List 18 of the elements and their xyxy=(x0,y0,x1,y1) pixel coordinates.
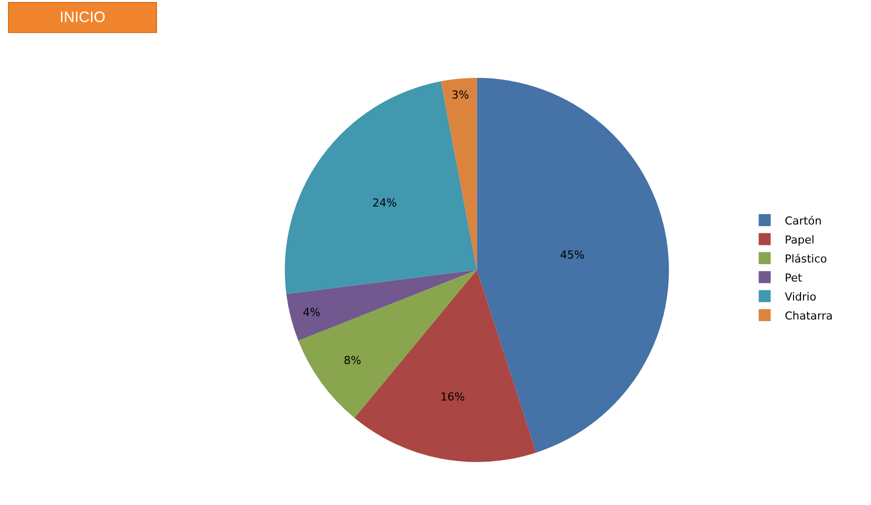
legend-label: Cartón xyxy=(784,214,822,228)
data-label: 8% xyxy=(344,354,362,367)
pie-slice xyxy=(476,78,669,453)
data-label: 16% xyxy=(440,390,465,404)
legend-label: Chatarra xyxy=(784,309,833,322)
data-label: 4% xyxy=(302,306,320,319)
data-label: 3% xyxy=(452,88,470,102)
pie-slice xyxy=(440,78,477,270)
data-label: 24% xyxy=(372,196,397,210)
pie-slice xyxy=(298,270,477,418)
pie-slice xyxy=(286,270,477,341)
text: INICIO xyxy=(60,9,106,26)
pie-slice xyxy=(284,81,477,294)
legend-label: Papel xyxy=(784,233,814,246)
legend-label: Plástico xyxy=(784,252,828,266)
data-label: 45% xyxy=(560,248,585,262)
legend-label: Vidrio xyxy=(784,290,817,304)
legend-label: Pet xyxy=(784,271,803,284)
